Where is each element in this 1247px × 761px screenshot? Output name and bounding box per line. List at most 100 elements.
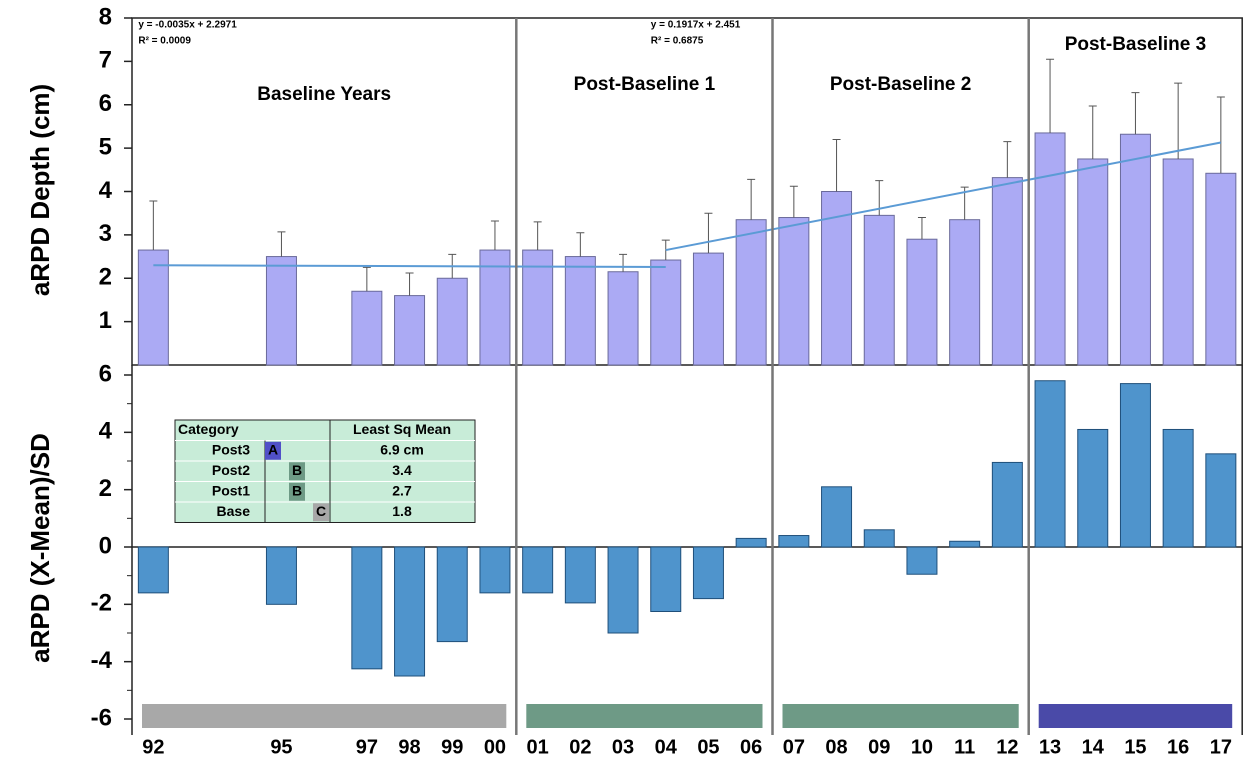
x-tick-label: 97: [356, 736, 378, 758]
x-tick-label: 02: [569, 736, 591, 758]
error-bar: [1003, 141, 1012, 178]
y-tick-label: -4: [91, 647, 113, 674]
table-cell: A: [268, 441, 278, 457]
x-tick-label: 17: [1210, 736, 1232, 758]
x-tick-label: 99: [441, 736, 463, 758]
x-tick-label: 09: [868, 736, 890, 758]
trend-equation: y = 0.1917x + 2.451: [651, 20, 741, 31]
y-tick-label: 2: [99, 475, 112, 502]
bar: [863, 214, 895, 366]
x-tick-label: 12: [996, 736, 1018, 758]
bar: [436, 277, 468, 366]
bar: [949, 219, 981, 366]
bar: [821, 486, 853, 548]
period-band: [142, 704, 507, 728]
y-tick-label: 5: [99, 133, 112, 160]
bar: [778, 217, 810, 366]
y-tick-label: -6: [91, 704, 112, 731]
x-tick-label: 15: [1124, 736, 1146, 758]
x-tick-label: 03: [612, 736, 634, 758]
trend-r2: R² = 0.0009: [138, 36, 191, 47]
bar: [137, 249, 169, 366]
letter-box: [289, 462, 305, 481]
bar: [991, 461, 1023, 548]
y-tick-label: 3: [99, 220, 112, 247]
table-cell: 1.8: [392, 503, 412, 519]
x-tick-label: 01: [527, 736, 549, 758]
trend-line: [665, 141, 1222, 252]
error-bar: [1174, 82, 1183, 159]
bar: [265, 256, 297, 366]
error-bar: [619, 253, 628, 272]
period-band: [1038, 704, 1233, 728]
trend-line: [153, 264, 666, 268]
y-tick-label: 4: [99, 418, 113, 445]
x-tick-label: 04: [655, 736, 678, 758]
error-bar: [789, 185, 798, 218]
y-tick-label: 0: [99, 532, 112, 559]
bar: [1162, 158, 1194, 366]
y-tick-label: 4: [99, 177, 113, 204]
x-tick-label: 06: [740, 736, 762, 758]
y-tick-label: -2: [91, 590, 112, 617]
error-bar: [1216, 96, 1225, 174]
bar: [906, 238, 938, 366]
table-cell: 3.4: [392, 462, 412, 478]
x-tick-label: 10: [911, 736, 933, 758]
error-bar: [362, 266, 371, 292]
error-bar: [704, 212, 713, 254]
x-tick-label: 92: [142, 736, 164, 758]
table-cell: Base: [217, 503, 251, 519]
bar: [1119, 133, 1151, 366]
period-band: [782, 704, 1019, 728]
period-label: Post-Baseline 1: [574, 74, 716, 95]
x-tick-label: 13: [1039, 736, 1061, 758]
table-cell: 6.9 cm: [380, 441, 424, 457]
bar: [351, 290, 383, 366]
table-cell: B: [292, 482, 302, 498]
bar: [1119, 383, 1151, 548]
error-bar: [661, 239, 670, 261]
bar: [991, 177, 1023, 366]
y-tick-label: 6: [99, 90, 112, 117]
bar: [394, 546, 426, 677]
bar: [650, 259, 682, 366]
x-tick-label: 95: [270, 736, 292, 758]
x-tick-label: 07: [783, 736, 805, 758]
y-axis-label: aRPD Depth (cm): [25, 84, 55, 296]
trend-r2: R² = 0.6875: [651, 36, 704, 47]
bar: [735, 219, 767, 366]
table-cell: B: [292, 462, 302, 478]
period-label: Baseline Years: [257, 84, 391, 105]
bar: [1205, 172, 1237, 366]
x-tick-label: 00: [484, 736, 506, 758]
bar: [394, 295, 426, 366]
table-cell: C: [316, 503, 326, 519]
x-tick-label: 08: [825, 736, 847, 758]
bar: [436, 546, 468, 643]
bar: [522, 546, 554, 594]
table-cell: Post2: [212, 462, 250, 478]
y-tick-label: 2: [99, 264, 112, 291]
bar: [564, 546, 596, 604]
table-cell: Post1: [212, 482, 250, 498]
y-tick-label: 8: [99, 3, 112, 30]
bar: [479, 249, 511, 366]
bar: [778, 535, 810, 548]
error-bar: [490, 220, 499, 251]
x-tick-label: 98: [398, 736, 420, 758]
bar: [1034, 132, 1066, 366]
bar: [1077, 158, 1109, 366]
bar: [1162, 428, 1194, 548]
x-tick-label: 05: [697, 736, 719, 758]
bar: [265, 546, 297, 605]
error-bar: [533, 221, 542, 251]
bar: [1034, 380, 1066, 548]
error-bar: [576, 232, 585, 257]
error-bar: [1088, 105, 1097, 159]
bar: [949, 540, 981, 548]
table-header: Least Sq Mean: [353, 421, 451, 437]
y-tick-label: 1: [99, 307, 112, 334]
error-bar: [832, 138, 841, 192]
y-tick-label: 7: [99, 47, 112, 74]
